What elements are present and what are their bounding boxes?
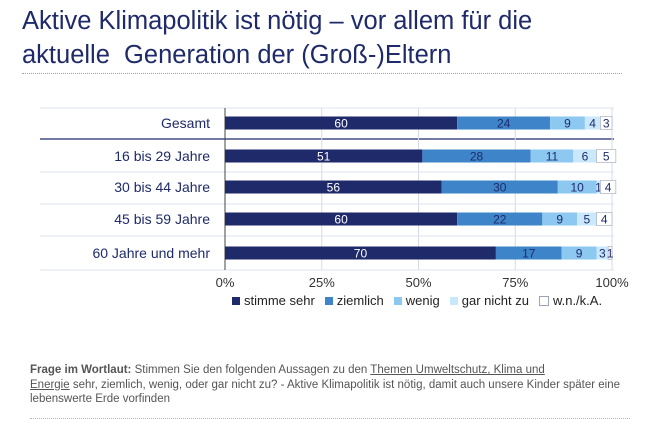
footnote-divider (30, 418, 630, 419)
bar-segment (550, 116, 585, 130)
bar-segment (225, 180, 442, 194)
footnote-text-1: Stimmen Sie den folgenden Aussagen zu de… (131, 364, 371, 376)
bar-segment (557, 180, 597, 194)
bar-segment (561, 246, 597, 260)
bar-segment (577, 212, 597, 226)
legend-item: stimme sehr (232, 293, 315, 308)
data-label: 60 (334, 213, 348, 227)
bar-segment (225, 149, 423, 163)
data-label: 9 (556, 213, 563, 227)
bar-segment (596, 246, 609, 260)
footnote-topic-link-2: Energie (30, 378, 70, 391)
footnote-text-2: sehr, ziemlich, wenig, oder gar nicht zu… (30, 378, 620, 406)
x-tick-label: 25% (309, 275, 335, 290)
data-label: 24 (497, 117, 511, 131)
category-label: 60 Jahre und mehr (92, 245, 210, 261)
bar-segment (542, 212, 578, 226)
data-label: 5 (584, 213, 591, 227)
category-label: 30 bis 44 Jahre (114, 179, 210, 195)
legend-item: wenig (393, 293, 440, 308)
bar-segment (600, 180, 617, 194)
bar-segment (457, 212, 543, 226)
data-label: 4 (601, 213, 608, 227)
stacked-bar-chart: Gesamt 60 24 9 4 316 bis 29 Jahre 51 28 11 6 530 b… (40, 107, 629, 290)
chart-title-line-1: Aktive Klimapolitik ist nötig – vor alle… (22, 7, 533, 35)
category-label: 45 bis 59 Jahre (114, 211, 210, 227)
data-label: 3 (599, 247, 606, 261)
bar-segment (530, 149, 574, 163)
data-label: 1 (607, 247, 614, 261)
title-divider (22, 73, 622, 74)
bar-segment (600, 116, 613, 130)
chart-legend: stimme sehr ziemlich wenig gar nicht zu w.n.… (232, 293, 602, 308)
legend-swatch (538, 295, 549, 306)
data-label: 60 (334, 117, 348, 131)
category-label: 16 bis 29 Jahre (114, 148, 210, 164)
x-tick-label: 50% (405, 275, 431, 290)
legend-label: ziemlich (336, 293, 384, 308)
bar-segment (596, 149, 617, 163)
category-label: Gesamt (161, 115, 210, 131)
bar-segment (225, 212, 458, 226)
data-label: 1 (595, 181, 602, 195)
data-label: 5 (603, 150, 610, 164)
x-tick-label: 75% (502, 275, 528, 290)
data-label: 3 (603, 117, 610, 131)
bar-segment (607, 246, 613, 260)
x-tick-label: 100% (595, 275, 629, 290)
data-label: 11 (546, 150, 559, 164)
legend-label: w.n./k.A. (552, 293, 603, 308)
data-label: 9 (564, 117, 571, 131)
legend-swatch (232, 296, 240, 305)
footnote-topic-link-1: Themen Umweltschutz, Klima und (370, 364, 545, 376)
chart-title-line-2: aktuelle Generation der (Groß-)Eltern (22, 41, 452, 69)
legend-swatch (393, 296, 402, 305)
data-label: 4 (589, 117, 596, 131)
data-label: 28 (470, 150, 484, 164)
bar-segment (225, 246, 496, 260)
legend-label: wenig (405, 293, 440, 308)
chart-title: Aktive Klimapolitik ist nötig – vor alle… (22, 4, 652, 72)
x-tick-label: 0% (216, 275, 235, 290)
bar-segment (584, 116, 601, 130)
bar-segment (457, 116, 551, 130)
bar-segment (422, 149, 531, 163)
data-label: 9 (576, 247, 583, 261)
data-label: 51 (317, 150, 331, 164)
bar-segment (596, 212, 613, 226)
question-footnote: Frage im Wortlaut: Stimmen Sie den folge… (30, 363, 630, 407)
legend-item: ziemlich (324, 293, 384, 308)
data-label: 30 (493, 181, 507, 195)
data-label: 56 (327, 181, 341, 195)
bar-segment (573, 149, 597, 163)
data-label: 4 (605, 181, 612, 195)
legend-swatch (324, 296, 333, 305)
legend-item: w.n./k.A. (538, 293, 603, 308)
footnote-label: Frage im Wortlaut: (30, 364, 132, 376)
bar-segment (495, 246, 562, 260)
data-label: 70 (354, 247, 368, 261)
legend-swatch (449, 296, 458, 305)
bar-segment (225, 116, 458, 130)
legend-label: stimme sehr (244, 293, 315, 308)
bar-segment (441, 180, 558, 194)
data-label: 10 (570, 181, 584, 195)
legend-label: gar nicht zu (461, 293, 529, 308)
bar-segment (596, 180, 601, 194)
legend-item: gar nicht zu (449, 293, 529, 308)
data-label: 17 (522, 247, 536, 261)
data-label: 6 (582, 150, 589, 164)
data-label: 22 (493, 213, 507, 227)
